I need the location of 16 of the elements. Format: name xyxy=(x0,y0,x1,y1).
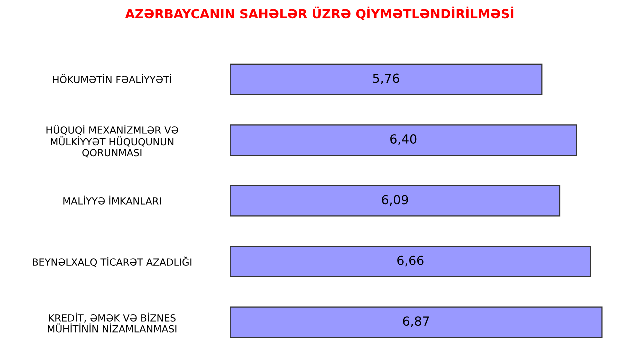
y-tick-label: BEYNƏLXALQ TİCARƏT AZADLIĞI xyxy=(33,256,192,268)
bar xyxy=(230,246,592,278)
y-tick-label: HÜQUQİ MEXANİZMLƏR VƏ MÜLKİYYƏT HÜQUQUNUN QORUNMASI xyxy=(46,124,178,158)
bar xyxy=(230,185,561,217)
bar xyxy=(230,64,543,96)
y-tick-label: MALİYYƏ İMKANLARI xyxy=(64,196,162,205)
data-label: 6,40 xyxy=(390,134,417,146)
bar xyxy=(230,124,578,156)
data-label: 6,87 xyxy=(403,316,430,328)
chart-title: AZƏRBAYCANIN SAHƏLƏR ÜZRƏ QİYMƏTLƏNDİRİLMƏSİ xyxy=(125,6,514,20)
y-tick-label: HÖKUMƏTİN FƏALİYYƏTİ xyxy=(53,74,172,84)
y-tick-label: KREDİT, ƏMƏK VƏ BİZNES MÜHİTİNİN NİZAMLANMASI xyxy=(48,312,177,333)
data-label: 6,66 xyxy=(398,256,424,267)
bar xyxy=(230,306,603,338)
data-label: 6,09 xyxy=(382,195,408,206)
data-label: 5,76 xyxy=(373,74,400,85)
